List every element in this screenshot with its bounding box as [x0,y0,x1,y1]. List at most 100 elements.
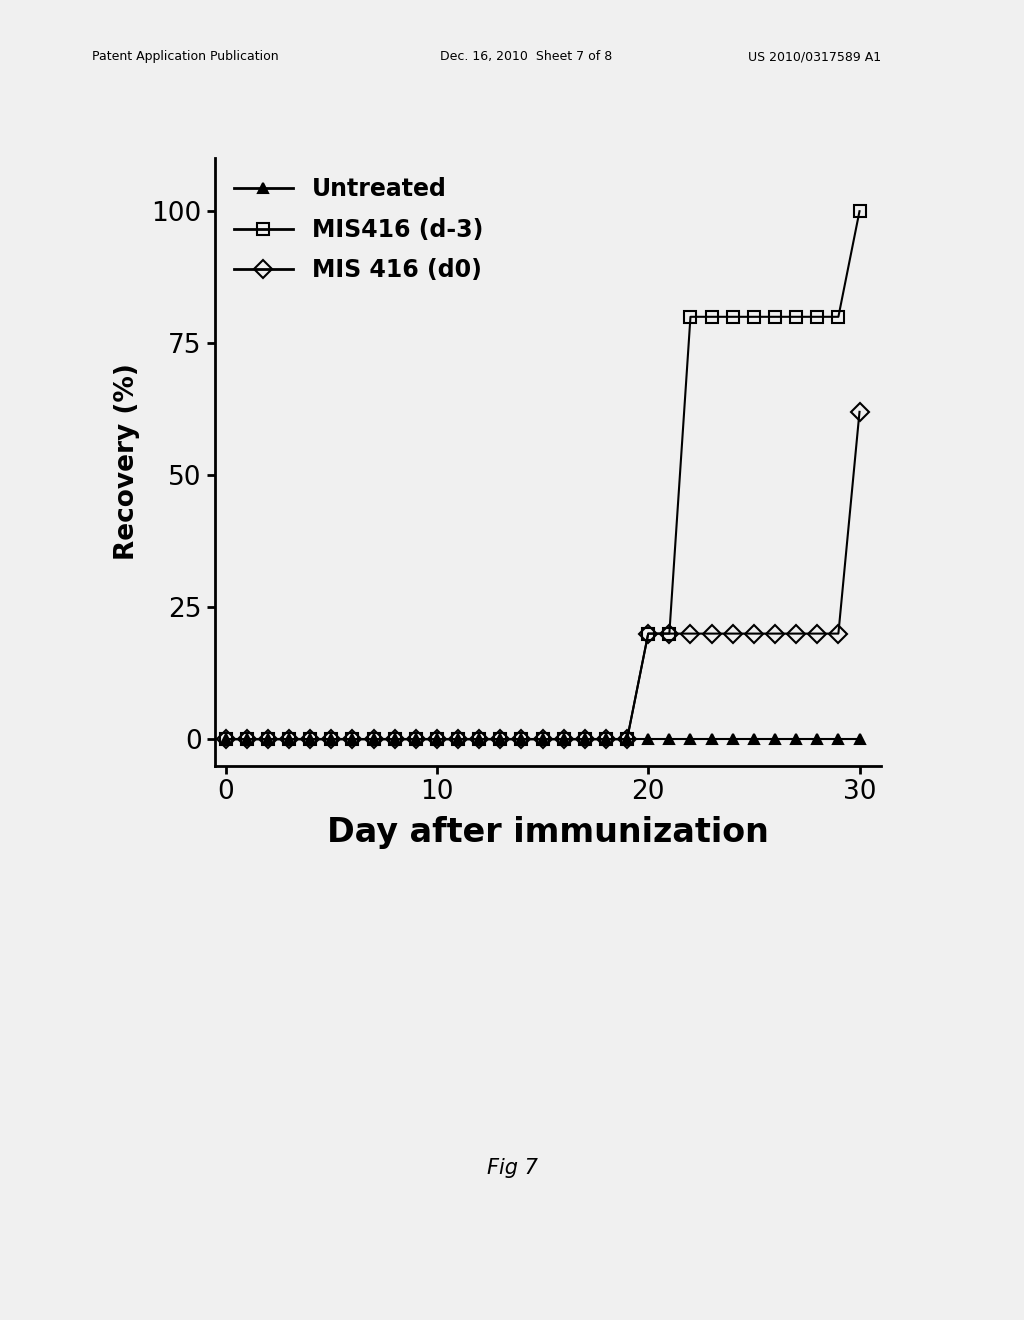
Untreated [410,731,422,747]
MIS 416 (d0) [790,626,802,642]
Text: Fig 7: Fig 7 [486,1158,538,1179]
MIS416 (d-3) [769,309,781,325]
MIS416 (d-3) [388,731,400,747]
MIS416 (d-3) [262,731,274,747]
Text: Dec. 16, 2010  Sheet 7 of 8: Dec. 16, 2010 Sheet 7 of 8 [440,50,612,63]
MIS 416 (d0) [304,731,316,747]
MIS 416 (d0) [811,626,823,642]
Untreated [769,731,781,747]
Untreated [811,731,823,747]
MIS416 (d-3) [410,731,422,747]
Untreated [748,731,760,747]
MIS 416 (d0) [473,731,485,747]
Untreated [537,731,549,747]
Untreated [495,731,507,747]
MIS 416 (d0) [515,731,527,747]
MIS416 (d-3) [495,731,507,747]
Untreated [684,731,696,747]
MIS 416 (d0) [388,731,400,747]
MIS416 (d-3) [579,731,591,747]
MIS416 (d-3) [325,731,337,747]
Y-axis label: Recovery (%): Recovery (%) [115,363,140,561]
Line: MIS 416 (d0): MIS 416 (d0) [219,405,865,746]
Untreated [304,731,316,747]
MIS416 (d-3) [664,626,676,642]
Untreated [642,731,654,747]
MIS 416 (d0) [325,731,337,747]
MIS 416 (d0) [495,731,507,747]
MIS416 (d-3) [833,309,845,325]
MIS 416 (d0) [833,626,845,642]
MIS 416 (d0) [368,731,380,747]
MIS 416 (d0) [262,731,274,747]
MIS 416 (d0) [684,626,696,642]
MIS416 (d-3) [473,731,485,747]
Untreated [346,731,358,747]
MIS 416 (d0) [769,626,781,642]
MIS 416 (d0) [241,731,253,747]
Untreated [557,731,569,747]
Legend: Untreated, MIS416 (d-3), MIS 416 (d0): Untreated, MIS416 (d-3), MIS 416 (d0) [227,170,490,289]
Untreated [579,731,591,747]
Untreated [325,731,337,747]
Untreated [853,731,865,747]
MIS416 (d-3) [684,309,696,325]
Untreated [388,731,400,747]
MIS416 (d-3) [431,731,443,747]
MIS416 (d-3) [600,731,612,747]
MIS416 (d-3) [853,203,865,219]
Untreated [621,731,633,747]
Untreated [473,731,485,747]
MIS 416 (d0) [642,626,654,642]
Line: Untreated: Untreated [221,734,864,744]
MIS416 (d-3) [706,309,718,325]
MIS 416 (d0) [748,626,760,642]
Untreated [219,731,231,747]
MIS416 (d-3) [727,309,739,325]
MIS 416 (d0) [537,731,549,747]
X-axis label: Day after immunization: Day after immunization [327,816,769,849]
MIS416 (d-3) [748,309,760,325]
MIS 416 (d0) [219,731,231,747]
Line: MIS416 (d-3): MIS416 (d-3) [219,205,865,746]
MIS416 (d-3) [219,731,231,747]
MIS 416 (d0) [853,404,865,420]
MIS 416 (d0) [346,731,358,747]
MIS416 (d-3) [557,731,569,747]
MIS416 (d-3) [621,731,633,747]
Untreated [600,731,612,747]
Untreated [706,731,718,747]
MIS416 (d-3) [811,309,823,325]
Untreated [833,731,845,747]
MIS 416 (d0) [621,731,633,747]
Untreated [262,731,274,747]
MIS 416 (d0) [431,731,443,747]
MIS416 (d-3) [515,731,527,747]
MIS416 (d-3) [452,731,464,747]
Untreated [790,731,802,747]
MIS416 (d-3) [283,731,295,747]
Untreated [368,731,380,747]
Untreated [664,731,676,747]
MIS416 (d-3) [346,731,358,747]
Untreated [515,731,527,747]
Untreated [283,731,295,747]
Untreated [727,731,739,747]
MIS416 (d-3) [304,731,316,747]
MIS416 (d-3) [241,731,253,747]
MIS 416 (d0) [452,731,464,747]
MIS 416 (d0) [283,731,295,747]
MIS 416 (d0) [706,626,718,642]
MIS 416 (d0) [600,731,612,747]
MIS 416 (d0) [727,626,739,642]
MIS416 (d-3) [790,309,802,325]
Text: US 2010/0317589 A1: US 2010/0317589 A1 [748,50,881,63]
MIS 416 (d0) [410,731,422,747]
Text: Patent Application Publication: Patent Application Publication [92,50,279,63]
MIS416 (d-3) [368,731,380,747]
Untreated [452,731,464,747]
MIS 416 (d0) [664,626,676,642]
MIS 416 (d0) [557,731,569,747]
MIS 416 (d0) [579,731,591,747]
MIS416 (d-3) [537,731,549,747]
